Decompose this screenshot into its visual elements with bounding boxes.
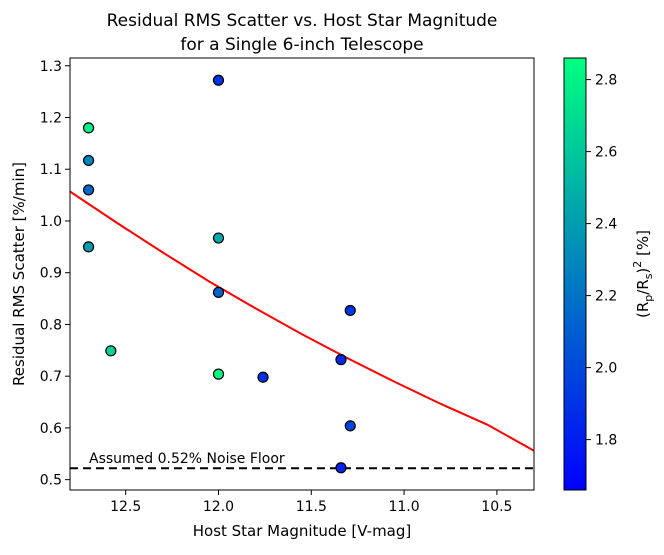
x-tick-label: 11.0 [388,499,419,515]
colorbar-tick-label: 2.6 [595,145,617,161]
chart-title-line1: Residual RMS Scatter vs. Host Star Magni… [107,11,498,31]
data-point-6 [212,74,225,86]
y-tick-label: 1.0 [40,214,62,230]
y-tick-label: 1.1 [40,162,62,178]
data-point-2 [82,154,95,167]
x-tick-label: 12.5 [110,499,141,515]
plot-area [70,58,534,490]
y-tick-label: 1.3 [40,59,62,75]
data-point-3 [82,184,95,196]
x-tick-label: 11.5 [296,499,327,515]
colorbar-tick-label: 2.0 [595,361,617,377]
data-point-8 [212,286,225,298]
data-point-1 [82,122,95,134]
data-point-4 [82,241,95,253]
colorbar-label-unit: [%] [634,230,652,261]
y-axis-label: Residual RMS Scatter [%/min] [10,162,28,386]
data-point-10 [257,371,269,383]
colorbar-label-mid: /R [634,279,652,294]
x-tick-label: 12.0 [203,499,234,515]
data-point-13 [344,420,356,432]
data-point-7 [212,232,225,244]
colorbar-label-main: (R [634,302,652,318]
y-tick-label: 0.7 [40,369,62,385]
y-tick-label: 0.5 [40,473,62,489]
chart-title-line2: for a Single 6-inch Telescope [180,35,423,55]
fit-curve [69,190,535,452]
data-point-11 [335,354,347,366]
plot-frame [69,57,535,491]
data-point-5 [105,345,117,357]
colorbar-tick-label: 1.8 [595,433,617,449]
data-point-12 [344,304,356,317]
colorbar-tick-label: 2.2 [595,289,617,305]
y-tick-label: 0.9 [40,266,62,282]
colorbar-label-sup: 2 [631,261,644,268]
colorbar-label-sub-s: s [642,273,655,279]
y-tick-label: 0.6 [40,421,62,437]
noise-floor-label: Assumed 0.52% Noise Floor [89,451,285,467]
x-tick-label: 10.5 [481,499,512,515]
y-tick-label: 1.2 [40,110,62,126]
y-tick-label: 0.8 [40,317,62,333]
colorbar-label: (Rp/Rs)2 [%] [631,230,655,318]
colorbar-tick-label: 2.8 [595,73,617,89]
colorbar-tick-label: 2.4 [595,217,617,233]
colorbar [563,57,587,491]
x-axis-label: Host Star Magnitude [V-mag] [193,522,412,540]
data-point-14 [335,462,347,474]
colorbar-label-sub-p: p [642,295,655,302]
colorbar-label-tail: ) [634,268,652,274]
data-point-9 [212,368,225,380]
